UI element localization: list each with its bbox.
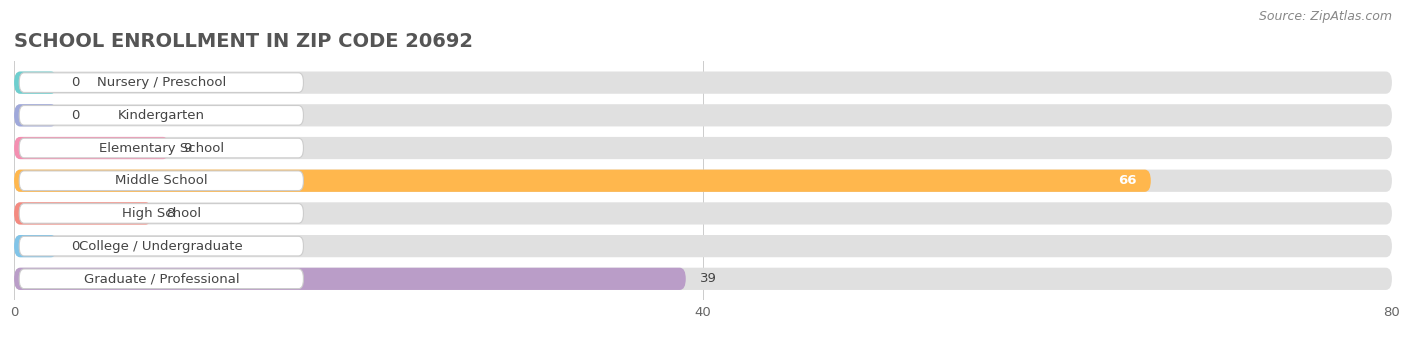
- FancyBboxPatch shape: [14, 72, 1392, 94]
- Text: Source: ZipAtlas.com: Source: ZipAtlas.com: [1258, 10, 1392, 23]
- Text: 0: 0: [70, 240, 79, 253]
- FancyBboxPatch shape: [20, 138, 304, 158]
- Text: College / Undergraduate: College / Undergraduate: [80, 240, 243, 253]
- Text: Elementary School: Elementary School: [98, 142, 224, 154]
- FancyBboxPatch shape: [14, 235, 58, 257]
- FancyBboxPatch shape: [14, 104, 58, 127]
- FancyBboxPatch shape: [20, 73, 304, 92]
- Text: 8: 8: [166, 207, 174, 220]
- FancyBboxPatch shape: [14, 104, 1392, 127]
- Text: 39: 39: [700, 272, 717, 285]
- FancyBboxPatch shape: [14, 268, 686, 290]
- FancyBboxPatch shape: [20, 236, 304, 256]
- FancyBboxPatch shape: [20, 269, 304, 288]
- Text: 66: 66: [1119, 174, 1137, 187]
- Text: High School: High School: [122, 207, 201, 220]
- FancyBboxPatch shape: [14, 202, 152, 224]
- FancyBboxPatch shape: [14, 268, 1392, 290]
- Text: Middle School: Middle School: [115, 174, 208, 187]
- FancyBboxPatch shape: [14, 169, 1152, 192]
- FancyBboxPatch shape: [20, 204, 304, 223]
- FancyBboxPatch shape: [14, 72, 58, 94]
- FancyBboxPatch shape: [14, 169, 1392, 192]
- Text: 0: 0: [70, 76, 79, 89]
- FancyBboxPatch shape: [14, 137, 1392, 159]
- Text: 9: 9: [183, 142, 191, 154]
- FancyBboxPatch shape: [14, 137, 169, 159]
- Text: SCHOOL ENROLLMENT IN ZIP CODE 20692: SCHOOL ENROLLMENT IN ZIP CODE 20692: [14, 32, 472, 51]
- Text: 0: 0: [70, 109, 79, 122]
- FancyBboxPatch shape: [20, 171, 304, 191]
- FancyBboxPatch shape: [14, 235, 1392, 257]
- FancyBboxPatch shape: [14, 202, 1392, 224]
- Text: Graduate / Professional: Graduate / Professional: [83, 272, 239, 285]
- Text: Kindergarten: Kindergarten: [118, 109, 205, 122]
- FancyBboxPatch shape: [20, 105, 304, 125]
- Text: Nursery / Preschool: Nursery / Preschool: [97, 76, 226, 89]
